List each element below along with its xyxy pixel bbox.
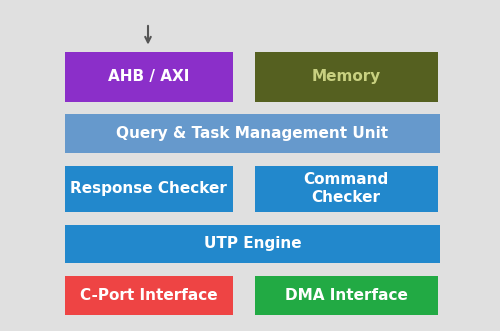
Text: Query & Task Management Unit: Query & Task Management Unit (116, 126, 388, 141)
Text: Memory: Memory (312, 70, 381, 84)
FancyBboxPatch shape (65, 114, 440, 153)
Text: Command
Checker: Command Checker (304, 172, 389, 205)
FancyBboxPatch shape (255, 52, 438, 102)
Text: DMA Interface: DMA Interface (285, 288, 408, 303)
Text: Response Checker: Response Checker (70, 181, 227, 196)
FancyBboxPatch shape (65, 224, 440, 263)
FancyBboxPatch shape (65, 166, 232, 212)
FancyBboxPatch shape (255, 166, 438, 212)
FancyBboxPatch shape (65, 276, 232, 315)
Text: AHB / AXI: AHB / AXI (108, 70, 190, 84)
Text: UTP Engine: UTP Engine (204, 236, 302, 252)
Text: C-Port Interface: C-Port Interface (80, 288, 218, 303)
FancyBboxPatch shape (65, 52, 232, 102)
FancyBboxPatch shape (255, 276, 438, 315)
